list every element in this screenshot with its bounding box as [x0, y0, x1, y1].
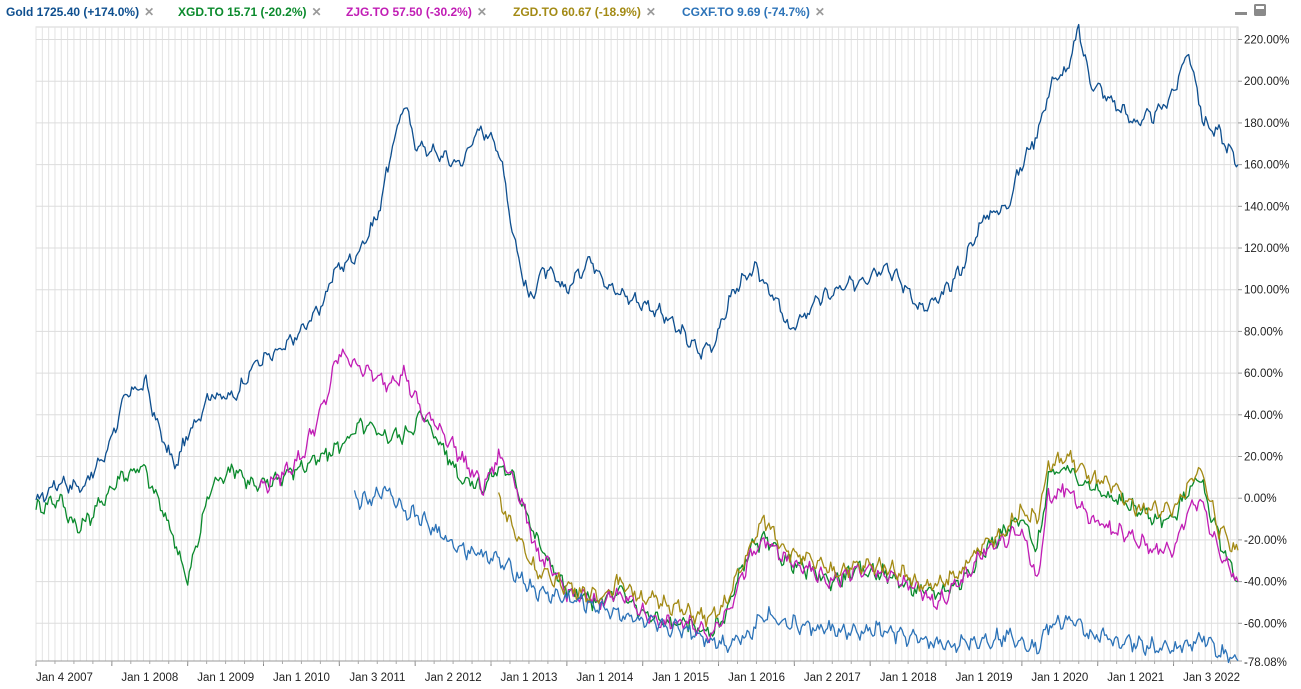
y-tick-label: 20.00%	[1244, 452, 1283, 464]
horizontal-grid	[36, 39, 1238, 624]
legend: Gold 1725.40 (+174.0%) ✕ XGD.TO 15.71 (-2…	[0, 0, 1301, 26]
vertical-grid	[35, 27, 1238, 661]
remove-series-icon[interactable]: ✕	[814, 5, 825, 19]
x-tick-label: Jan 1 2021	[1107, 672, 1164, 684]
legend-label: ZJG.TO 57.50 (-30.2%)	[346, 5, 472, 19]
legend-item-cgxf[interactable]: CGXF.TO 9.69 (-74.7%) ✕	[682, 5, 825, 19]
x-tick-label: Jan 1 2018	[880, 672, 937, 684]
series-line-zgd-to[interactable]	[497, 449, 1239, 628]
remove-series-icon[interactable]: ✕	[144, 5, 155, 19]
legend-item-zgd[interactable]: ZGD.TO 60.67 (-18.9%) ✕	[513, 5, 656, 19]
y-tick-label: -60.00%	[1244, 618, 1287, 630]
legend-label: CGXF.TO 9.69 (-74.7%)	[682, 5, 810, 19]
x-tick-label: Jan 2 2012	[425, 672, 482, 684]
y-tick-label: 220.00%	[1244, 35, 1289, 47]
chart-type-icon[interactable]	[1253, 3, 1267, 17]
x-tick-label: Jan 1 2008	[121, 672, 178, 684]
y-tick-label: 40.00%	[1244, 410, 1283, 422]
legend-item-gold[interactable]: Gold 1725.40 (+174.0%) ✕	[6, 5, 154, 19]
legend-label: Gold 1725.40 (+174.0%)	[6, 5, 140, 19]
y-tick-label: 100.00%	[1244, 285, 1289, 297]
series-line-cgxf-to[interactable]	[353, 485, 1239, 664]
x-tick-label: Jan 4 2007	[36, 672, 93, 684]
x-axis: Jan 4 2007 Jan 1 2008 Jan 1 2009 Jan 1 2010…	[35, 660, 1240, 684]
x-tick-label: Jan 1 2009	[197, 672, 254, 684]
x-tick-label: Jan 2 2017	[804, 672, 861, 684]
y-tick-label: 160.00%	[1244, 160, 1289, 172]
y-tick-label: -20.00%	[1244, 535, 1287, 547]
plot-area	[35, 26, 1239, 662]
minimize-icon[interactable]	[1234, 3, 1248, 17]
x-tick-label: Jan 1 2014	[576, 672, 634, 684]
remove-series-icon[interactable]: ✕	[311, 5, 322, 19]
x-tick-label: Jan 1 2020	[1031, 672, 1088, 684]
x-tick-label: Jan 1 2015	[652, 672, 709, 684]
x-tick-label: Jan 3 2022	[1183, 672, 1240, 684]
legend-label: XGD.TO 15.71 (-20.2%)	[178, 5, 307, 19]
y-tick-label: 200.00%	[1244, 76, 1289, 88]
series-line-gold[interactable]	[35, 23, 1239, 503]
y-axis: 220.00% 200.00% 180.00% 160.00% 140.00% 120.0…	[1238, 35, 1289, 669]
series-line-xgd-to[interactable]	[35, 410, 1239, 637]
legend-label: ZGD.TO 60.67 (-18.9%)	[513, 5, 641, 19]
series-line-zjg-to[interactable]	[259, 348, 1239, 644]
y-tick-label: -78.08%	[1244, 657, 1287, 669]
remove-series-icon[interactable]: ✕	[645, 5, 656, 19]
legend-item-xgd[interactable]: XGD.TO 15.71 (-20.2%) ✕	[178, 5, 322, 19]
y-tick-label: -40.00%	[1244, 577, 1287, 589]
y-tick-label: 80.00%	[1244, 326, 1283, 338]
y-tick-label: 120.00%	[1244, 243, 1289, 255]
y-tick-label: 60.00%	[1244, 368, 1283, 380]
x-tick-label: Jan 1 2010	[273, 672, 330, 684]
remove-series-icon[interactable]: ✕	[476, 5, 487, 19]
x-tick-label: Jan 1 2013	[501, 672, 558, 684]
legend-item-zjg[interactable]: ZJG.TO 57.50 (-30.2%) ✕	[346, 5, 487, 19]
x-tick-label: Jan 3 2011	[349, 672, 405, 684]
y-tick-label: 140.00%	[1244, 201, 1289, 213]
y-tick-label: 0.00%	[1244, 493, 1277, 505]
x-tick-label: Jan 1 2019	[956, 672, 1013, 684]
x-tick-label: Jan 1 2016	[728, 672, 785, 684]
y-tick-label: 180.00%	[1244, 118, 1289, 130]
